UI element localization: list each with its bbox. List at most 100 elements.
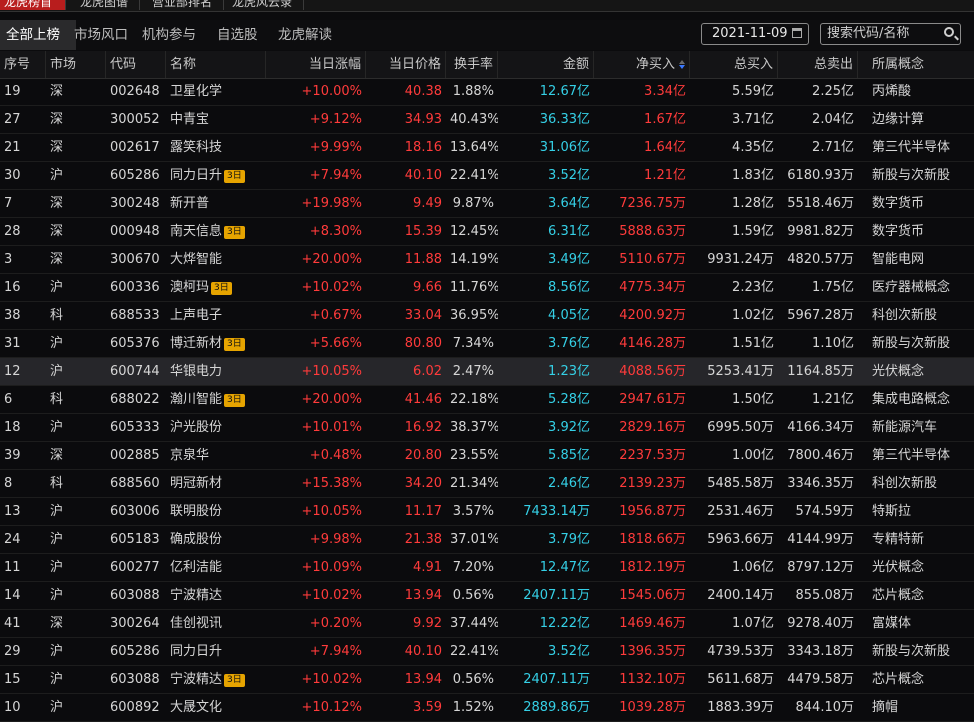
stock-name[interactable]: 确成股份 [170, 532, 223, 547]
table-row[interactable]: 14 沪 603088 宁波精达 +10.02% 13.94 0.56% 2407.11万 15… [0, 582, 974, 610]
col-header-no[interactable]: 序号 [0, 51, 46, 78]
cell-amount: 2407.11万 [523, 588, 590, 603]
cell-concept: 芯片概念 [872, 672, 925, 687]
col-header-total-buy[interactable]: 总买入 [690, 51, 778, 78]
cell-change: +0.20% [309, 616, 362, 631]
table-row[interactable]: 30 沪 605286 同力日升 3日 +7.94% 40.10 22.41% 3.52亿 1.2… [0, 162, 974, 190]
table-row[interactable]: 27 深 300052 中青宝 +9.12% 34.93 40.43% 36.33亿 1.67亿… [0, 106, 974, 134]
stock-name[interactable]: 大晟文化 [170, 700, 223, 715]
cell-code: 688560 [110, 476, 160, 491]
col-header-price[interactable]: 当日价格 [366, 51, 446, 78]
stock-name[interactable]: 联明股份 [170, 504, 223, 519]
calendar-icon[interactable] [792, 28, 802, 38]
col-header-total-sell[interactable]: 总卖出 [778, 51, 858, 78]
cell-concept: 第三代半导体 [872, 448, 951, 463]
stock-name[interactable]: 亿利洁能 [170, 560, 223, 575]
table-row[interactable]: 39 深 002885 京泉华 +0.48% 20.80 23.55% 5.85亿 2237.5… [0, 442, 974, 470]
cell-total-buy: 5253.41万 [707, 364, 774, 379]
col-header-market[interactable]: 市场 [46, 51, 106, 78]
stock-name[interactable]: 澳柯玛 [170, 280, 210, 295]
table-row[interactable]: 16 沪 600336 澳柯玛 3日 +10.02% 9.66 11.76% 8.56亿 4775… [0, 274, 974, 302]
cell-market: 深 [50, 224, 64, 239]
tab-all-listed[interactable]: 全部上榜 [0, 20, 76, 50]
cell-price: 11.88 [404, 252, 442, 267]
col-header-net-buy[interactable]: 净买入 [594, 51, 690, 78]
stock-name[interactable]: 宁波精达 [170, 588, 223, 603]
table-row[interactable]: 19 深 002648 卫星化学 +10.00% 40.38 1.88% 12.67亿 3.34… [0, 78, 974, 106]
top-tab-graph[interactable]: 龙虎图谱 [76, 0, 140, 10]
stock-name[interactable]: 华银电力 [170, 364, 223, 379]
cell-price: 18.16 [404, 140, 442, 155]
stock-name[interactable]: 瀚川智能 [170, 392, 223, 407]
search-input[interactable]: 搜索代码/名称 [820, 23, 961, 45]
stock-name[interactable]: 卫星化学 [170, 84, 223, 99]
tab-market-trend[interactable]: 市场风口 [74, 27, 128, 43]
table-row[interactable]: 15 沪 603088 宁波精达 3日 +10.02% 13.94 0.56% 2407.11万… [0, 666, 974, 694]
table-row[interactable]: 8 科 688560 明冠新材 +15.38% 34.20 21.34% 2.46亿 2139.… [0, 470, 974, 498]
sort-desc-icon[interactable] [679, 60, 685, 69]
stock-name[interactable]: 宁波精达 [170, 672, 223, 687]
top-tab-history[interactable]: 龙虎风云录 [228, 0, 304, 10]
cell-concept: 丙烯酸 [872, 84, 912, 99]
table-row[interactable]: 21 深 002617 露笑科技 +9.99% 18.16 13.64% 31.06亿 1.64… [0, 134, 974, 162]
stock-name[interactable]: 佳创视讯 [170, 616, 223, 631]
cell-total-sell: 6180.93万 [787, 168, 854, 183]
tab-institution[interactable]: 机构参与 [142, 27, 196, 43]
cell-no: 10 [4, 700, 21, 715]
cell-market: 深 [50, 196, 64, 211]
cell-turnover: 0.56% [452, 588, 494, 603]
col-header-name[interactable]: 名称 [166, 51, 266, 78]
stock-name[interactable]: 京泉华 [170, 448, 210, 463]
stock-name[interactable]: 南天信息 [170, 224, 223, 239]
col-header-change[interactable]: 当日涨幅 [266, 51, 366, 78]
cell-net-buy: 4200.92万 [619, 308, 686, 323]
col-header-turnover[interactable]: 换手率 [446, 51, 498, 78]
col-header-amount[interactable]: 金额 [498, 51, 594, 78]
col-header-concept[interactable]: 所属概念 [872, 57, 925, 72]
table-row[interactable]: 6 科 688022 瀚川智能 3日 +20.00% 41.46 22.18% 5.28亿 294… [0, 386, 974, 414]
cell-price: 9.92 [413, 616, 442, 631]
date-picker[interactable]: 2021-11-09 [701, 23, 809, 45]
cell-amount: 5.28亿 [548, 392, 590, 407]
stock-name[interactable]: 同力日升 [170, 168, 223, 183]
stock-name[interactable]: 沪光股份 [170, 420, 223, 435]
table-row[interactable]: 24 沪 605183 确成股份 +9.98% 21.38 37.01% 3.79亿 1818.… [0, 526, 974, 554]
table-row[interactable]: 18 沪 605333 沪光股份 +10.01% 16.92 38.37% 3.92亿 2829… [0, 414, 974, 442]
cell-concept: 新股与次新股 [872, 168, 951, 183]
cell-turnover: 1.88% [452, 84, 494, 99]
cell-concept: 第三代半导体 [872, 140, 951, 155]
top-tab-branch-rank[interactable]: 营业部排名 [148, 0, 224, 10]
table-row[interactable]: 13 沪 603006 联明股份 +10.05% 11.17 3.57% 7433.14万 19… [0, 498, 974, 526]
table-row[interactable]: 28 深 000948 南天信息 3日 +8.30% 15.39 12.45% 6.31亿 588… [0, 218, 974, 246]
table-row[interactable]: 31 沪 605376 博迁新材 3日 +5.66% 80.80 7.34% 3.76亿 4146… [0, 330, 974, 358]
cell-change: +10.00% [301, 84, 362, 99]
tab-interpretation[interactable]: 龙虎解读 [278, 27, 332, 43]
table-row[interactable]: 29 沪 605286 同力日升 +7.94% 40.10 22.41% 3.52亿 1396.… [0, 638, 974, 666]
col-header-code[interactable]: 代码 [106, 51, 166, 78]
cell-net-buy: 2237.53万 [619, 448, 686, 463]
top-tab-home[interactable]: 龙虎榜首页 [0, 0, 66, 11]
cell-amount: 12.47亿 [539, 560, 590, 575]
table-row[interactable]: 11 沪 600277 亿利洁能 +10.09% 4.91 7.20% 12.47亿 1812.… [0, 554, 974, 582]
table-row[interactable]: 12 沪 600744 华银电力 +10.05% 6.02 2.47% 1.23亿 4088.5… [0, 358, 974, 386]
stock-name[interactable]: 大烨智能 [170, 252, 223, 267]
stock-name[interactable]: 露笑科技 [170, 140, 223, 155]
table-row[interactable]: 7 深 300248 新开普 +19.98% 9.49 9.87% 3.64亿 7236.75万… [0, 190, 974, 218]
stock-name[interactable]: 博迁新材 [170, 336, 223, 351]
tab-watchlist[interactable]: 自选股 [217, 27, 258, 43]
cell-turnover: 40.43% [450, 112, 498, 127]
cell-concept: 专精特新 [872, 532, 925, 547]
search-icon[interactable] [944, 27, 954, 37]
cell-total-buy: 1.28亿 [732, 196, 774, 211]
stock-name[interactable]: 同力日升 [170, 644, 223, 659]
table-row[interactable]: 38 科 688533 上声电子 +0.67% 33.04 36.95% 4.05亿 4200.… [0, 302, 974, 330]
stock-name[interactable]: 上声电子 [170, 308, 223, 323]
stock-name[interactable]: 新开普 [170, 196, 210, 211]
cell-net-buy: 7236.75万 [619, 196, 686, 211]
table-row[interactable]: 3 深 300670 大烨智能 +20.00% 11.88 14.19% 3.49亿 5110.… [0, 246, 974, 274]
stock-name[interactable]: 明冠新材 [170, 476, 223, 491]
cell-price: 80.80 [404, 336, 442, 351]
table-row[interactable]: 10 沪 600892 大晟文化 +10.12% 3.59 1.52% 2889.86万 103… [0, 694, 974, 722]
stock-name[interactable]: 中青宝 [170, 112, 210, 127]
table-row[interactable]: 41 深 300264 佳创视讯 +0.20% 9.92 37.44% 12.22亿 1469.… [0, 610, 974, 638]
